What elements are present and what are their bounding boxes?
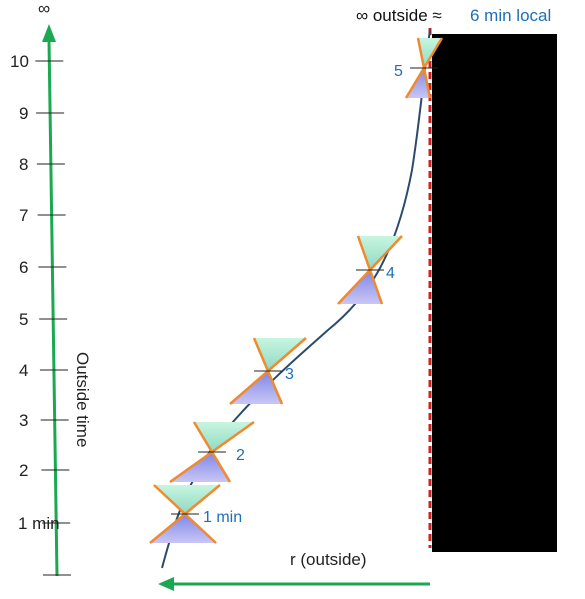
- axis-tick-label: 3: [19, 411, 28, 430]
- axis-tick-label: 4: [19, 361, 28, 380]
- past-cone: [170, 452, 230, 482]
- past-cone: [406, 68, 430, 98]
- black-hole-region: [432, 34, 557, 552]
- axis-tick-label: 5: [19, 310, 28, 329]
- outside-time-axis-arrowhead: [42, 24, 56, 42]
- light-cone-5: 5: [394, 37, 444, 99]
- axis-tick-label: 1 min: [18, 514, 60, 533]
- cone-label: 5: [394, 63, 403, 80]
- light-cone-4: 4: [337, 235, 403, 305]
- past-cone: [230, 371, 282, 404]
- future-cone: [358, 236, 402, 270]
- axis-tick-label: 6: [19, 258, 28, 277]
- r-axis-arrowhead: [158, 577, 174, 591]
- cone-label: 1 min: [203, 509, 242, 526]
- future-cone: [194, 422, 254, 452]
- axis-tick-label: 9: [19, 104, 28, 123]
- light-cone-3: 3: [229, 337, 307, 405]
- cone-label: 4: [386, 265, 395, 282]
- axis-tick-label: 7: [19, 206, 28, 225]
- future-cone: [418, 38, 442, 68]
- header-highlight: 6 min local: [470, 6, 551, 25]
- light-cone-2: 2: [169, 420, 255, 484]
- past-cone: [338, 270, 382, 304]
- future-cone: [154, 485, 220, 514]
- header-prefix: ∞ outside ≈: [356, 6, 442, 25]
- axis-ticks: 1 min 2 3 4 5 6 7 8 9 10: [10, 52, 71, 576]
- axis-infinity-symbol: ∞: [38, 0, 50, 18]
- axis-label-outside-time: Outside time: [73, 352, 92, 447]
- axis-tick-label: 10: [10, 52, 29, 71]
- cone-label: 3: [285, 366, 294, 383]
- light-cones: 1 min 2 3 4 5: [149, 37, 444, 544]
- future-cone: [254, 338, 306, 371]
- axis-tick-label: 2: [19, 461, 28, 480]
- cone-label: 2: [236, 447, 245, 464]
- r-axis-label: r (outside): [290, 550, 367, 569]
- past-cone: [150, 514, 216, 543]
- outside-time-axis: [47, 39, 59, 577]
- light-cone-1: 1 min: [149, 484, 242, 544]
- axis-tick-label: 8: [19, 155, 28, 174]
